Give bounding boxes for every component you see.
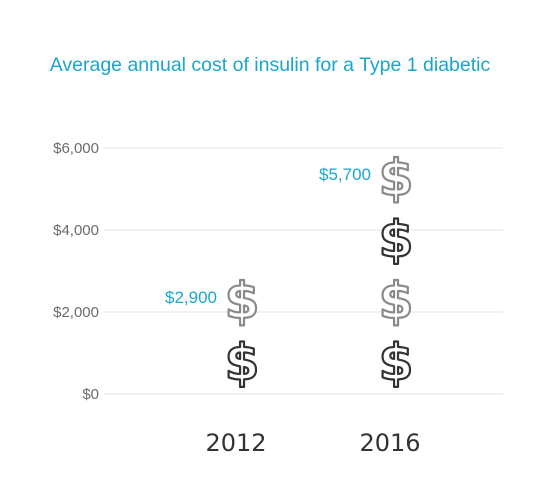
dollar-sign-icon: $	[225, 272, 260, 330]
value-labels: $2,900 $5,700	[165, 165, 371, 307]
chart-title: Average annual cost of insulin for a Typ…	[50, 54, 491, 76]
dollar-sign-icon: $	[379, 210, 414, 268]
data-label: $5,700	[319, 165, 371, 184]
y-axis-ticks: $0 $2,000 $4,000 $6,000	[53, 140, 99, 403]
gridlines	[104, 147, 503, 395]
y-tick-label: $2,000	[53, 304, 99, 321]
dollar-sign-icon: $	[379, 333, 414, 391]
dollar-sign-icon: $	[379, 149, 414, 207]
data-label: $2,900	[165, 288, 217, 307]
y-tick-label: $4,000	[53, 222, 99, 239]
dollar-sign-icon: $	[379, 272, 414, 330]
x-tick-label: 2012	[205, 429, 266, 457]
x-tick-label: 2016	[359, 429, 420, 457]
y-tick-label: $0	[82, 386, 99, 403]
y-tick-label: $6,000	[53, 140, 99, 157]
dollar-icon-stacks: $$$$$$	[224, 148, 415, 393]
x-axis-ticks: 2012 2016	[205, 429, 420, 457]
dollar-sign-icon: $	[225, 333, 260, 391]
